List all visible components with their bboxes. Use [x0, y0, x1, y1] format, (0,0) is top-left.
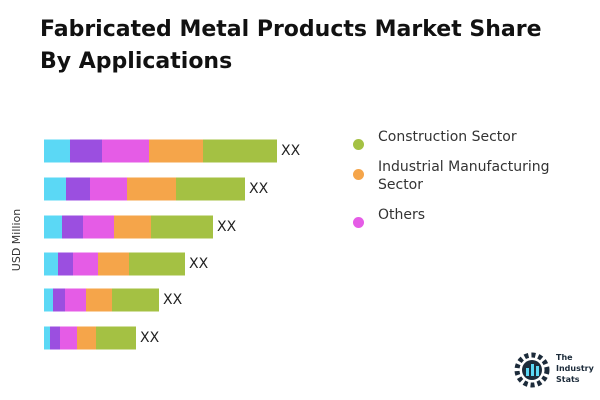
chart-title: Fabricated Metal Products Market Share B…: [40, 17, 542, 74]
bar-segment: [66, 177, 90, 201]
bar-segment: [44, 326, 50, 350]
logo-icon: [514, 352, 550, 388]
bar-segment: [98, 252, 129, 276]
brand-line: Industry: [556, 364, 594, 373]
data-label: XX: [163, 292, 183, 308]
bar-segment: [65, 288, 86, 312]
legend-item: Industrial Manufacturing Sector: [350, 158, 580, 194]
bar-segment: [86, 288, 112, 312]
bar-segment: [90, 177, 127, 201]
bar-segment: [58, 252, 73, 276]
bar-segment: [151, 215, 213, 239]
y-axis-label: USD Million: [10, 209, 23, 271]
bar-segment: [73, 252, 98, 276]
bar-segment: [83, 215, 114, 239]
legend-item: Construction Sector: [350, 128, 580, 150]
bar-segment: [176, 177, 245, 201]
legend-label: Industrial Manufacturing Sector: [378, 159, 550, 193]
bar-segment: [114, 215, 151, 239]
legend-label: Others: [378, 207, 426, 223]
bar-segment: [44, 215, 62, 239]
legend-swatch: [353, 139, 364, 150]
data-label: XX: [189, 256, 209, 272]
legend-swatch: [353, 217, 364, 228]
brand-line: Stats: [556, 375, 580, 384]
bar-segment: [44, 252, 58, 276]
bar-segment: [60, 326, 77, 350]
legend: Construction Sector Industrial Manufactur…: [350, 128, 580, 236]
legend-item: Others: [350, 206, 580, 228]
bar-segment: [70, 139, 102, 163]
data-label: XX: [217, 219, 237, 235]
bar-segment: [203, 139, 277, 163]
bar-segment: [112, 288, 159, 312]
data-label: XX: [249, 181, 269, 197]
bar-segment: [44, 177, 66, 201]
data-label: XX: [140, 330, 160, 346]
bar-segment: [127, 177, 176, 201]
bar-segment: [44, 139, 70, 163]
legend-swatch: [353, 169, 364, 180]
bar-segment: [50, 326, 60, 350]
bar-segment: [44, 288, 53, 312]
bar-segment: [102, 139, 149, 163]
bar-segment: [53, 288, 65, 312]
data-label: XX: [281, 143, 301, 159]
brand-line: The: [556, 353, 573, 362]
bar-segment: [149, 139, 203, 163]
bar-segment: [129, 252, 185, 276]
bar-segment: [96, 326, 136, 350]
bar-segment: [77, 326, 96, 350]
bar-segment: [62, 215, 83, 239]
legend-label: Construction Sector: [378, 129, 517, 145]
brand-text: The Industry Stats: [556, 352, 594, 385]
